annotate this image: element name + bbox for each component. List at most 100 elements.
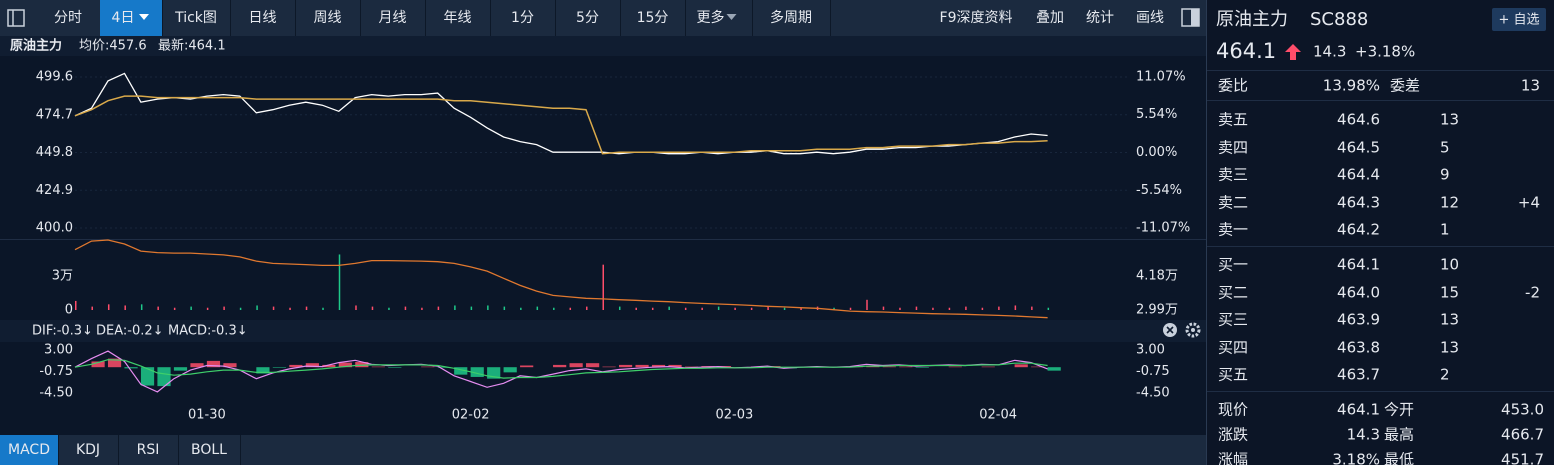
macd-bar [651, 364, 666, 368]
quote-price: 464.1 [1216, 39, 1276, 63]
stat-value: 464.1 [1337, 401, 1380, 419]
book-volume: 5 [1440, 139, 1450, 157]
toolbar-button[interactable]: 画线 [1136, 10, 1164, 26]
volume-bar [124, 305, 126, 310]
indicator-tab[interactable]: BOLL [191, 442, 227, 458]
y-tick-label: -0.75 [39, 364, 73, 379]
volume-bar [668, 306, 670, 310]
x-tick-label: 02-03 [715, 408, 753, 423]
volume-bar [1047, 307, 1050, 310]
volume-bar [800, 307, 802, 310]
quote-name: 原油主力 [1216, 9, 1288, 30]
dropdown-arrow [139, 14, 149, 20]
volume-bar [338, 254, 341, 310]
volume-bar [470, 306, 473, 310]
close-icon-cross [1166, 326, 1174, 334]
macd-bar [289, 364, 303, 368]
macd-bar [206, 360, 221, 368]
book-volume: 10 [1440, 256, 1459, 274]
book-price: 464.1 [1337, 256, 1380, 274]
toolbar-button[interactable]: F9深度资料 [940, 10, 1013, 26]
average-price: 均价:457.6 [79, 39, 147, 54]
watch-button-bg[interactable] [1492, 8, 1546, 31]
volume-bar [849, 307, 852, 310]
book-label: 买一 [1218, 256, 1248, 274]
macd-bar [338, 362, 352, 368]
volume-bar [239, 307, 242, 310]
toolbar-button[interactable]: 叠加 [1036, 10, 1064, 26]
macd-bar [371, 366, 385, 368]
volume-bar [421, 307, 423, 310]
stat-label: 最高 [1384, 426, 1414, 444]
stat-value: 453.0 [1501, 401, 1544, 419]
indicator-tab[interactable]: KDJ [76, 442, 100, 458]
settings-icon[interactable] [1185, 322, 1201, 338]
volume-bar [503, 306, 506, 310]
toolbar-button[interactable]: 月线 [379, 10, 407, 26]
indicator-tab[interactable]: RSI [137, 442, 160, 458]
toolbar-button[interactable]: 4日 [112, 10, 135, 26]
stat-label: 涨幅 [1218, 451, 1248, 465]
book-price: 464.2 [1337, 221, 1380, 239]
toolbar-button[interactable]: 统计 [1086, 10, 1114, 26]
toolbar-button[interactable]: 5分 [576, 10, 599, 26]
volume-bar [388, 307, 390, 310]
macd-bar [173, 367, 188, 371]
volume-bar [734, 307, 736, 310]
volume-bar [1031, 306, 1033, 310]
volume-bar [289, 307, 291, 310]
volume-bar [190, 306, 192, 310]
toolbar-button[interactable]: Tick图 [174, 10, 217, 26]
macd-bar [586, 363, 600, 368]
macd-bar [256, 367, 270, 374]
book-price: 463.7 [1337, 366, 1380, 384]
toolbar-button[interactable]: 日线 [249, 10, 277, 26]
toolbar-button[interactable]: 更多 [697, 9, 725, 26]
macd-bar [223, 363, 237, 368]
volume-bar [569, 307, 572, 310]
y2-tick-label: 2.99万 [1136, 303, 1178, 318]
indicator-tab[interactable]: MACD [8, 442, 50, 458]
book-volume: 2 [1440, 366, 1450, 384]
toolbar-button[interactable]: 周线 [314, 10, 342, 26]
diff-value: 13 [1521, 77, 1540, 95]
book-price: 464.5 [1337, 139, 1380, 157]
volume-bar [750, 307, 753, 310]
layout-icon[interactable] [7, 9, 25, 27]
x-tick-label: 01-30 [188, 408, 226, 423]
stat-label: 今开 [1384, 401, 1414, 419]
book-volume: 13 [1440, 111, 1459, 129]
stat-value: 451.7 [1501, 451, 1544, 465]
volume-bar [404, 306, 407, 310]
macd-bar [882, 366, 896, 368]
tab-bar [0, 435, 1206, 465]
quote-code: SC888 [1310, 9, 1368, 30]
book-price: 463.8 [1337, 339, 1380, 357]
watch-button[interactable]: + 自选 [1498, 13, 1539, 28]
volume-bar [701, 307, 703, 310]
toolbar-button[interactable]: 1分 [511, 10, 534, 26]
macd-bar [602, 366, 616, 368]
toolbar-button[interactable]: 15分 [637, 10, 669, 26]
macd-bar [520, 365, 534, 368]
y2-tick-label: -0.75 [1136, 364, 1170, 379]
tab-active [100, 0, 162, 36]
macd-bar [305, 363, 319, 368]
volume-bar [833, 307, 835, 310]
volume-bar [91, 306, 93, 310]
volume-bar [882, 306, 885, 310]
volume-bar [866, 299, 868, 310]
toolbar-button[interactable]: 分时 [54, 10, 82, 26]
volume-bar [932, 307, 934, 310]
macd-bar [124, 367, 138, 369]
macd-bar [421, 366, 435, 368]
volume-bar [223, 306, 225, 310]
quote-change: 14.3 [1313, 43, 1346, 61]
macd-bar [948, 366, 962, 368]
toolbar-button[interactable]: 年线 [444, 10, 472, 26]
macd-bar [355, 362, 369, 368]
book-price: 464.4 [1337, 166, 1380, 184]
toolbar-button[interactable]: 多周期 [770, 9, 812, 26]
book-label: 买三 [1218, 311, 1248, 329]
